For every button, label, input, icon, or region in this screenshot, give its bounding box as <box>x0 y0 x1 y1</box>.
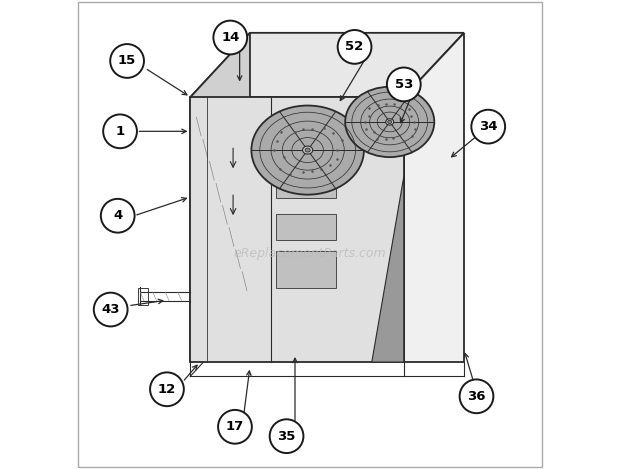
Text: 15: 15 <box>118 54 136 68</box>
Circle shape <box>150 372 184 406</box>
Text: 52: 52 <box>345 40 364 53</box>
Polygon shape <box>190 97 404 362</box>
Circle shape <box>101 199 135 233</box>
Circle shape <box>387 68 421 101</box>
Ellipse shape <box>386 119 394 125</box>
Bar <box>276 214 335 240</box>
Circle shape <box>218 410 252 444</box>
Bar <box>276 161 335 198</box>
Bar <box>138 288 148 305</box>
Circle shape <box>459 379 494 413</box>
Text: 4: 4 <box>113 209 122 222</box>
Circle shape <box>270 419 303 453</box>
Polygon shape <box>372 177 404 362</box>
Circle shape <box>103 114 137 148</box>
Polygon shape <box>190 33 464 97</box>
Ellipse shape <box>303 146 312 154</box>
Ellipse shape <box>345 87 434 157</box>
Ellipse shape <box>388 121 392 123</box>
Text: 35: 35 <box>277 430 296 443</box>
Circle shape <box>471 110 505 144</box>
Text: 14: 14 <box>221 31 239 44</box>
Ellipse shape <box>305 148 310 152</box>
Circle shape <box>213 21 247 54</box>
Text: 34: 34 <box>479 120 497 133</box>
Bar <box>276 251 335 288</box>
Text: eReplacementParts.com: eReplacementParts.com <box>234 247 386 260</box>
Text: 36: 36 <box>467 390 485 403</box>
Polygon shape <box>190 33 250 362</box>
Text: 43: 43 <box>102 303 120 316</box>
Polygon shape <box>404 33 464 362</box>
Text: 17: 17 <box>226 420 244 433</box>
Circle shape <box>110 44 144 78</box>
Ellipse shape <box>251 106 364 195</box>
Circle shape <box>94 293 128 326</box>
Text: 1: 1 <box>115 125 125 138</box>
Circle shape <box>338 30 371 64</box>
Text: 53: 53 <box>394 78 413 91</box>
Text: 12: 12 <box>158 383 176 396</box>
